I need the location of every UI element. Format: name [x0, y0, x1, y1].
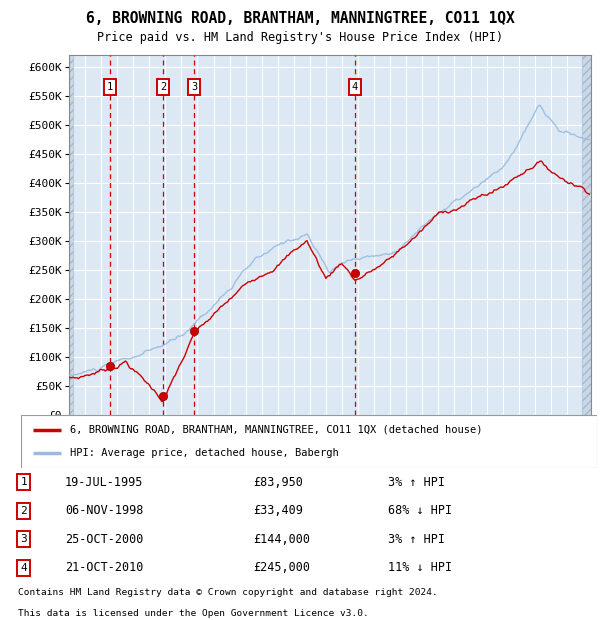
Text: 1: 1 — [20, 477, 27, 487]
Text: 3: 3 — [191, 82, 197, 92]
Text: This data is licensed under the Open Government Licence v3.0.: This data is licensed under the Open Gov… — [18, 609, 368, 618]
Text: 3% ↑ HPI: 3% ↑ HPI — [388, 476, 445, 489]
Text: £245,000: £245,000 — [253, 561, 310, 574]
Text: £83,950: £83,950 — [253, 476, 303, 489]
Text: £144,000: £144,000 — [253, 533, 310, 546]
Text: 25-OCT-2000: 25-OCT-2000 — [65, 533, 143, 546]
Text: 21-OCT-2010: 21-OCT-2010 — [65, 561, 143, 574]
Text: £33,409: £33,409 — [253, 504, 303, 517]
Text: 68% ↓ HPI: 68% ↓ HPI — [388, 504, 452, 517]
Text: 4: 4 — [352, 82, 358, 92]
Text: 19-JUL-1995: 19-JUL-1995 — [65, 476, 143, 489]
Text: 6, BROWNING ROAD, BRANTHAM, MANNINGTREE, CO11 1QX (detached house): 6, BROWNING ROAD, BRANTHAM, MANNINGTREE,… — [70, 425, 482, 435]
Text: 2: 2 — [160, 82, 166, 92]
Bar — [69, 55, 73, 415]
Text: 4: 4 — [20, 563, 27, 573]
Text: 2: 2 — [20, 506, 27, 516]
Text: 11% ↓ HPI: 11% ↓ HPI — [388, 561, 452, 574]
Text: Price paid vs. HM Land Registry's House Price Index (HPI): Price paid vs. HM Land Registry's House … — [97, 31, 503, 44]
Text: HPI: Average price, detached house, Babergh: HPI: Average price, detached house, Babe… — [70, 448, 339, 458]
Text: 3: 3 — [20, 534, 27, 544]
Text: 06-NOV-1998: 06-NOV-1998 — [65, 504, 143, 517]
Text: 1: 1 — [107, 82, 113, 92]
Text: Contains HM Land Registry data © Crown copyright and database right 2024.: Contains HM Land Registry data © Crown c… — [18, 588, 437, 596]
Text: 3% ↑ HPI: 3% ↑ HPI — [388, 533, 445, 546]
Bar — [582, 55, 591, 415]
Text: 6, BROWNING ROAD, BRANTHAM, MANNINGTREE, CO11 1QX: 6, BROWNING ROAD, BRANTHAM, MANNINGTREE,… — [86, 11, 514, 26]
